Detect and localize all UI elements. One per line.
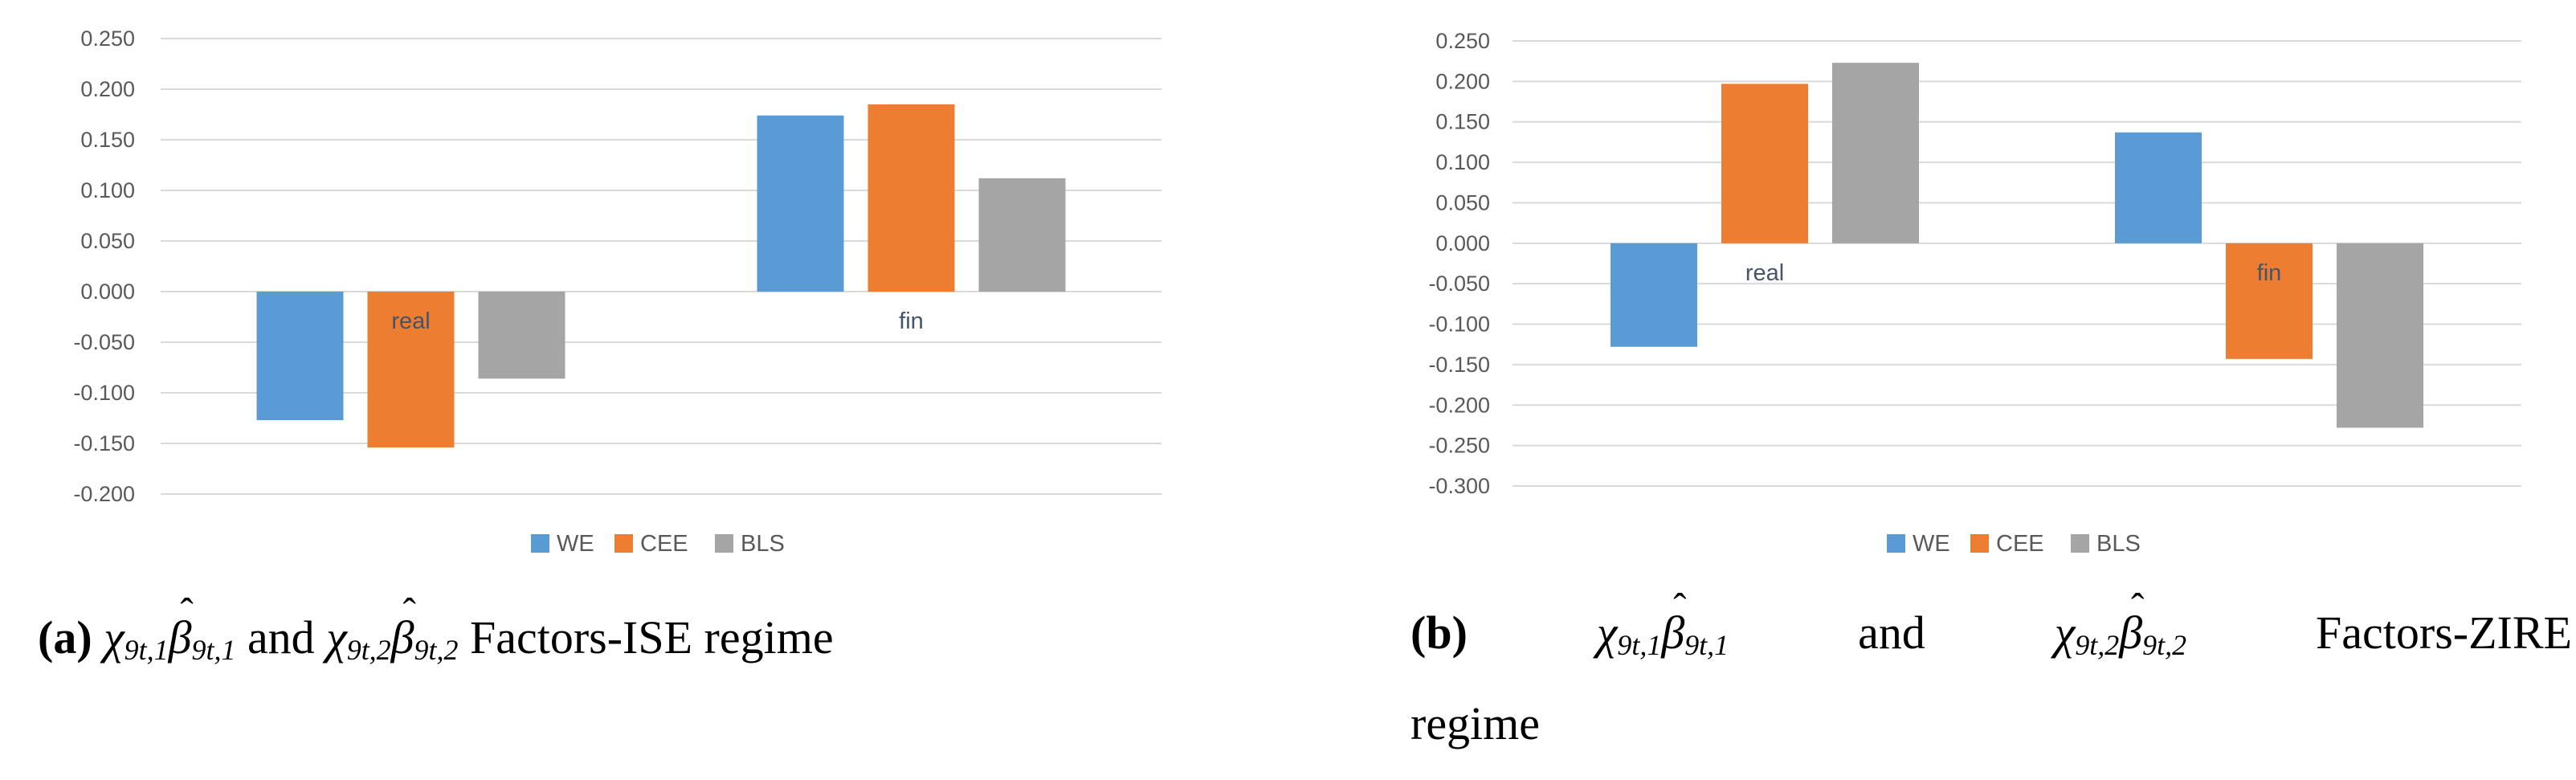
- caption-a-formula-1: χ9t,1β ˆ 9t,1: [104, 590, 247, 666]
- legend-swatch-we: [1887, 534, 1905, 553]
- y-axis-tick-label: -0.300: [1428, 474, 1490, 498]
- y-axis-tick-label: -0.100: [1428, 312, 1490, 337]
- y-axis-tick-label: -0.050: [1428, 272, 1490, 296]
- caption-b-formula-2: χ9t,2β ˆ 9t,2: [2054, 586, 2187, 663]
- caption-b-and: and: [1858, 606, 1925, 659]
- y-axis-tick-label: -0.100: [73, 381, 135, 405]
- legend-label-we: WE: [1913, 531, 1950, 557]
- caption-a-label: (a): [38, 611, 92, 664]
- bar-we-fin: [757, 115, 844, 292]
- beta-subscript: 9t,1: [191, 633, 236, 666]
- beta-symbol: β: [2119, 606, 2143, 659]
- hat-accent: ˆ: [180, 590, 194, 635]
- bar-bls-real: [478, 292, 565, 379]
- y-axis-tick-label: -0.250: [1428, 434, 1490, 458]
- legend-label-we: WE: [557, 531, 594, 557]
- legend-label-cee: CEE: [640, 531, 688, 557]
- legend-swatch-cee: [614, 534, 633, 553]
- beta-symbol: β: [168, 611, 192, 664]
- y-axis-tick-label: 0.200: [80, 77, 135, 101]
- y-axis-tick-label: 0.150: [80, 128, 135, 152]
- y-axis-tick-label: 0.000: [80, 280, 135, 304]
- chi-subscript: 9t,1: [124, 633, 169, 666]
- chi-subscript: 9t,2: [346, 633, 391, 666]
- beta-symbol: β: [1661, 606, 1685, 659]
- chi-symbol: χ: [326, 611, 347, 664]
- bar-chart-ise-regime: 0.250 0.200 0.150 0.100 0.050 0.000 -0.050 -0.1…: [73, 27, 1161, 557]
- bar-cee-real: [367, 292, 455, 448]
- legend-label-bls: BLS: [2096, 531, 2141, 557]
- hat-accent: ˆ: [2131, 586, 2145, 631]
- y-axis-tick-label: 0.100: [80, 178, 135, 202]
- bar-bls-fin: [2337, 243, 2423, 428]
- hat-accent: ˆ: [1673, 586, 1687, 631]
- bar-cee-fin: [2226, 243, 2313, 359]
- chi-symbol: χ: [104, 611, 125, 664]
- caption-b-line-2: regime: [1410, 696, 1541, 749]
- beta-subscript: 9t,1: [1684, 628, 1729, 661]
- chi-subscript: 9t,2: [2075, 628, 2120, 661]
- bar-cee-real: [1721, 84, 1808, 243]
- y-axis-tick-label: 0.050: [80, 229, 135, 253]
- y-axis-tick-label: 0.150: [1435, 110, 1490, 134]
- caption-a-tail: Factors-ISE regime: [469, 611, 834, 664]
- y-axis-tick-label: 0.250: [1435, 29, 1490, 53]
- y-axis-tick-label: 0.100: [1435, 150, 1490, 174]
- caption-b: (b) χ9t,1β ˆ 9t,1 and χ9t,2β ˆ 9t,2 Factors-…: [1410, 586, 2572, 753]
- caption-b-line-1: (b) χ9t,1β ˆ 9t,1 and χ9t,2β ˆ 9t,2 Factors-…: [1410, 586, 2572, 663]
- category-label-fin: fin: [2257, 260, 2282, 286]
- bar-bls-fin: [978, 178, 1066, 292]
- bar-we-fin: [2115, 132, 2202, 243]
- chi-symbol: χ: [2054, 606, 2076, 659]
- bar-we-real: [1611, 243, 1697, 347]
- y-axis-tick-label: 0.000: [1435, 231, 1490, 255]
- caption-b-label: (b): [1410, 606, 1468, 659]
- y-axis-tick-label: 0.250: [80, 27, 135, 51]
- y-axis-tick-label: -0.200: [1428, 393, 1490, 417]
- caption-b-formula-1: χ9t,1β ˆ 9t,1: [1596, 586, 1729, 663]
- caption-a: (a) χ9t,1β ˆ 9t,1 and χ9t,2β ˆ 9t,2 Factors-…: [38, 590, 1243, 668]
- bar-cee-fin: [868, 104, 955, 292]
- beta-symbol: β: [390, 611, 414, 664]
- y-axis-tick-label: -0.150: [73, 431, 135, 455]
- legend-swatch-we: [531, 534, 549, 553]
- legend-swatch-bls: [2071, 534, 2089, 553]
- hat-accent: ˆ: [402, 590, 416, 635]
- category-label-real: real: [1745, 260, 1784, 286]
- y-axis-tick-label: -0.200: [73, 482, 135, 506]
- bar-chart-zire-regime: 0.250 0.200 0.150 0.100 0.050 0.000 -0.050 -0.1…: [1428, 29, 2521, 557]
- y-axis-tick-label: 0.200: [1435, 69, 1490, 93]
- legend-label-cee: CEE: [1996, 531, 2044, 557]
- legend-label-bls: BLS: [741, 531, 785, 557]
- caption-a-and: and: [247, 611, 315, 664]
- bar-we-real: [256, 292, 344, 421]
- beta-subscript: 9t,2: [414, 633, 459, 666]
- category-label-real: real: [391, 308, 430, 334]
- chi-subscript: 9t,1: [1617, 628, 1662, 661]
- chi-symbol: χ: [1596, 606, 1618, 659]
- y-axis-tick-label: -0.050: [73, 330, 135, 354]
- category-label-fin: fin: [899, 308, 924, 334]
- beta-subscript: 9t,2: [2142, 628, 2187, 661]
- y-axis-tick-label: -0.150: [1428, 353, 1490, 377]
- y-axis-tick-label: 0.050: [1435, 190, 1490, 214]
- legend-swatch-cee: [1970, 534, 1989, 553]
- bar-bls-real: [1832, 63, 1919, 243]
- caption-b-tail: Factors-ZIRE: [2316, 606, 2572, 659]
- legend-swatch-bls: [715, 534, 733, 553]
- caption-a-formula-2: χ9t,2β ˆ 9t,2: [326, 590, 470, 666]
